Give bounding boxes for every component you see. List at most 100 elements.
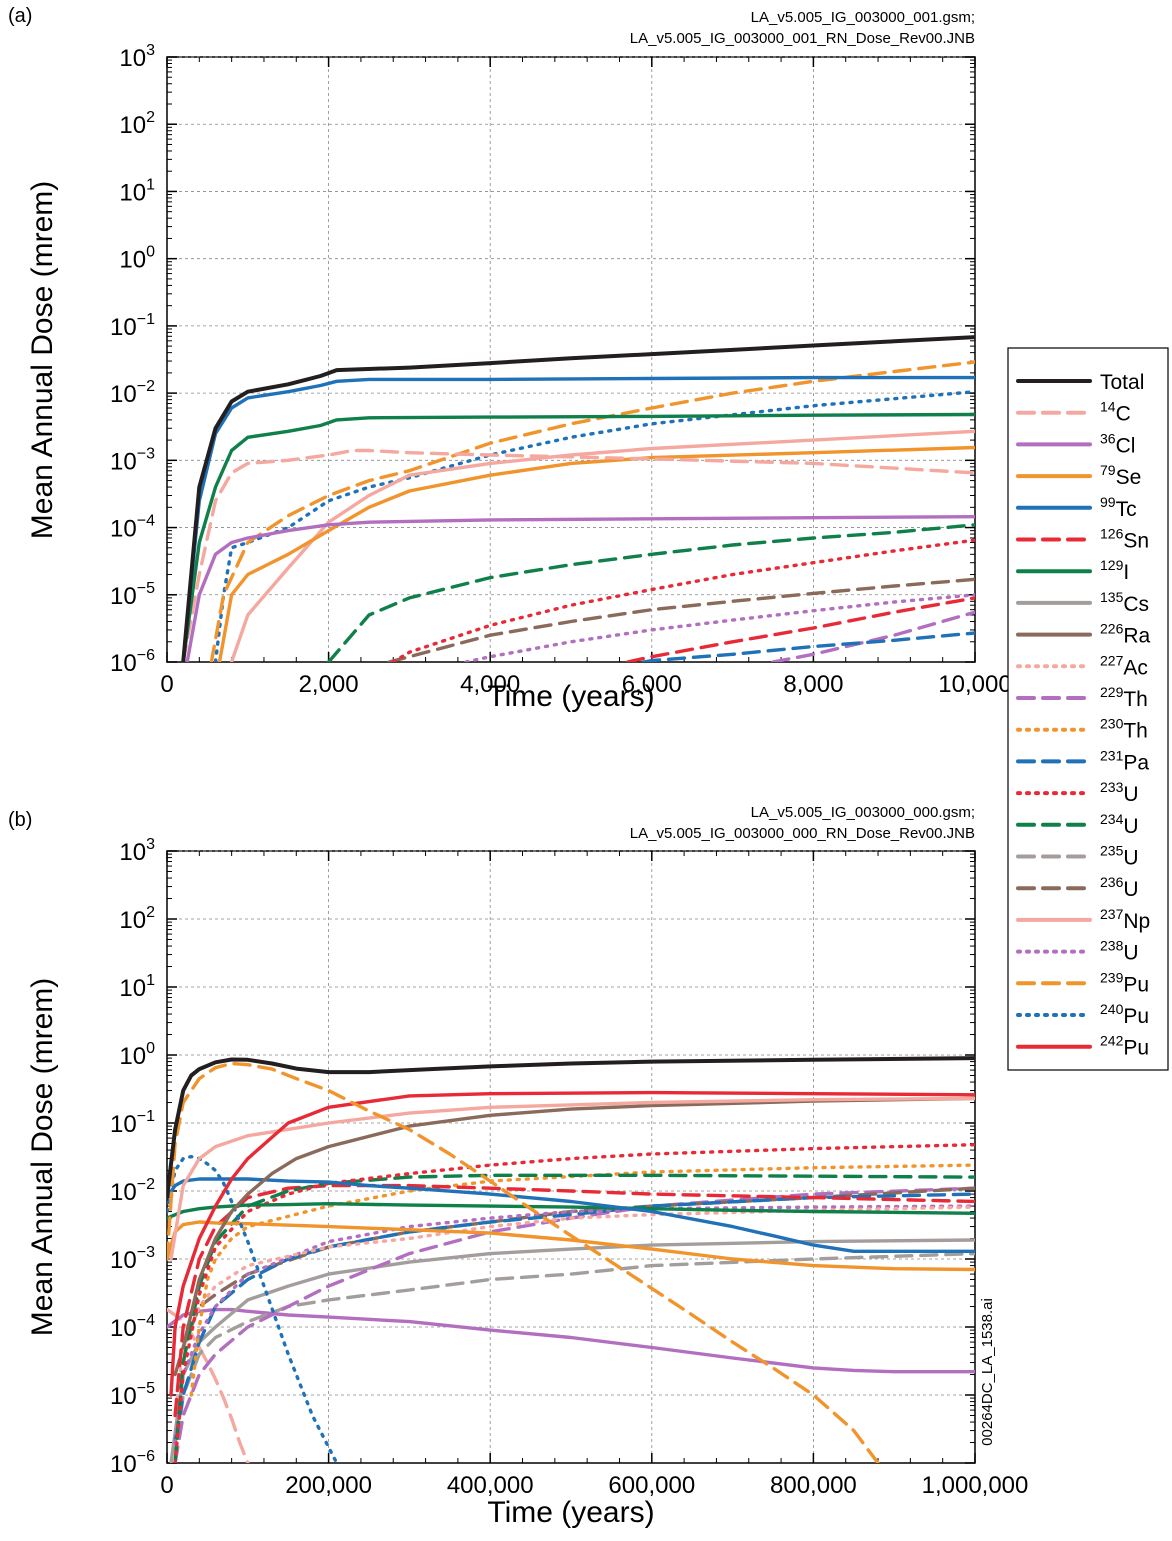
source-line-a-2: LA_v5.005_IG_003000_001_RN_Dose_Rev00.JN… [630,30,975,47]
legend-item-tc99: 99Tc [1016,494,1137,521]
series-line-tc99 [181,375,975,662]
x-tick-label: 400,000 [447,1472,534,1499]
y-tick-label: 10−3 [110,445,155,475]
source-line-b-1: LA_v5.005_IG_003000_000.gsm; [751,804,975,821]
legend-label: 99Tc [1100,494,1137,521]
series-line-i129 [181,412,975,662]
x-tick-label: 1,000,000 [922,1472,1029,1499]
ticks-b: 10−6 10−5 10−4 10−3 10−2 10−1 100 101 102 103 0 200… [110,836,1028,1499]
x-tick-label: 4,000 [460,671,520,698]
y-tick-label: 10−6 [110,1448,155,1478]
x-axis-label-b: Time (years) [487,1496,654,1529]
y-axis-label-b: Mean Annual Dose (mrem) [26,978,59,1336]
y-tick-label: 103 [119,836,155,866]
legend-item-ra226: 226Ra [1016,621,1151,648]
y-tick-label: 101 [119,972,155,1002]
series-line-u234 [326,523,975,662]
y-tick-label: 10−1 [110,311,155,341]
legend-item-pu242: 242Pu [1016,1033,1149,1060]
y-tick-label: 10−2 [110,1176,155,1206]
legend-label: 135Cs [1100,589,1149,616]
legend-label: 14C [1100,399,1131,426]
ticks-a: 10−6 10−5 10−4 10−3 10−2 10−1 100 101 102 103 0 2,0… [110,42,1012,698]
legend-label: 36Cl [1100,430,1135,457]
legend-item-th229: 229Th [1016,684,1148,711]
panel-label-a: (a) [8,5,32,27]
series-line-u238 [464,593,975,662]
series-line-np237 [229,429,975,662]
y-tick-label: 100 [119,244,155,274]
x-tick-label: 10,000 [938,671,1011,698]
x-tick-label: 800,000 [770,1472,857,1499]
legend-item-th230: 230Th [1016,716,1148,743]
series-line-sn126 [625,596,975,662]
legend-label: 234U [1100,811,1139,838]
y-tick-label: 102 [119,109,155,139]
series-line-ra226 [181,1096,975,1350]
legend-label: 129I [1100,557,1129,584]
series-lines-b [167,1056,975,1463]
panel-label-b: (b) [8,809,32,831]
legend-box [1007,347,1169,1071]
y-tick-label: 100 [119,1040,155,1070]
series-line-se79 [217,445,975,662]
y-tick-label: 10−6 [110,647,155,677]
legend-item-u234: 234U [1016,811,1139,838]
legend-label: 240Pu [1100,1001,1149,1028]
legend-label: 238U [1100,938,1139,965]
figure-id: 00264DC_LA_1538.ai [979,1298,996,1446]
source-line-a-1: LA_v5.005_IG_003000_001.gsm; [751,9,975,26]
legend-label: 235U [1100,843,1139,870]
chart-panel-b: (b) LA_v5.005_IG_003000_000.gsm; LA_v5.0… [8,804,1028,1529]
legend-item-ac227: 227Ac [1016,652,1148,679]
legend-label: 227Ac [1100,652,1148,679]
legend-item-se79: 79Se [1016,462,1141,489]
series-line-pu239 [167,1061,880,1463]
legend-label: 230Th [1100,716,1148,743]
grid-a [167,56,975,662]
series-line-th230 [189,1163,975,1397]
y-tick-label: 103 [119,42,155,72]
series-line-ac227 [173,1205,975,1418]
legend-label: 126Sn [1100,526,1149,553]
legend-label: 231Pa [1100,747,1149,774]
x-tick-label: 8,000 [783,671,843,698]
series-line-total [167,1056,975,1200]
legend-item-u233: 233U [1016,779,1139,806]
series-line-u236 [387,577,975,662]
legend-item-i129: 129I [1016,557,1129,584]
legend: Total 14C 36Cl 79Se 99Tc 126Sn 129I 135Cs 226Ra 2… [1007,347,1169,1071]
legend-item-u236: 236U [1016,874,1139,901]
series-line-c14 [181,448,975,662]
y-tick-label: 10−5 [110,1380,155,1410]
legend-label: 229Th [1100,684,1148,711]
series-line-pu242 [169,1090,975,1397]
x-tick-label: 600,000 [608,1472,695,1499]
series-line-pu240 [213,390,975,662]
legend-label: 242Pu [1100,1033,1149,1060]
series-line-pa231 [642,631,975,662]
legend-item-cs135: 135Cs [1016,589,1149,616]
source-line-b-2: LA_v5.005_IG_003000_000_RN_Dose_Rev00.JN… [630,825,975,842]
chart-panel-a: (a) LA_v5.005_IG_003000_001.gsm; LA_v5.0… [8,5,1012,713]
y-axis-label-a: Mean Annual Dose (mrem) [26,181,59,539]
legend-item-pu239: 239Pu [1016,969,1149,996]
legend-label: 233U [1100,779,1139,806]
y-tick-label: 10−3 [110,1244,155,1274]
legend-label: 226Ra [1100,621,1151,648]
series-line-u235 [173,1251,975,1463]
legend-item-cl36: 36Cl [1016,430,1135,457]
series-line-i129 [167,1201,975,1220]
series-line-total [181,335,975,662]
x-tick-label: 200,000 [285,1472,372,1499]
legend-item-u238: 238U [1016,938,1139,965]
series-line-cl36 [185,515,975,662]
legend-item-pa231: 231Pa [1016,747,1149,774]
series-line-np237 [169,1096,975,1261]
legend-item-total: Total [1016,371,1144,394]
series-line-cl36 [167,1307,975,1374]
y-tick-label: 102 [119,904,155,934]
x-tick-label: 0 [160,1472,173,1499]
legend-label: 79Se [1100,462,1141,489]
y-tick-label: 10−4 [110,1312,155,1342]
